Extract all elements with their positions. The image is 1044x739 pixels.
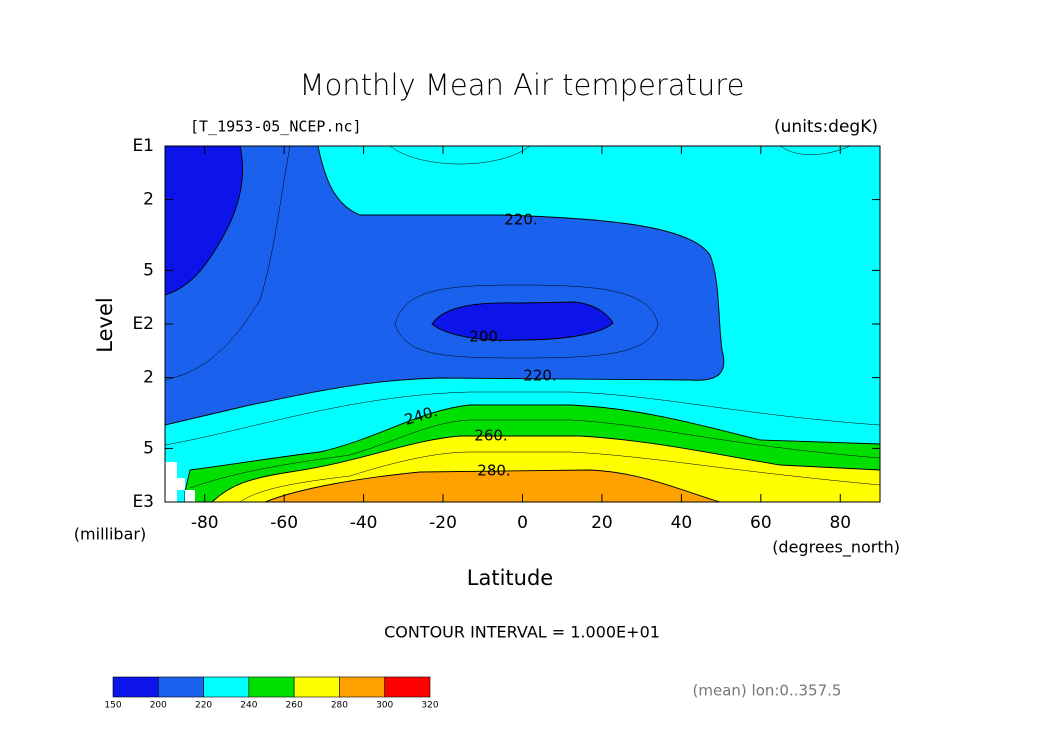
y-tick-label: 2 xyxy=(143,190,154,210)
x-tick-label: 20 xyxy=(591,513,613,533)
colorbar-bin xyxy=(293,676,340,698)
colorbar-label: 300 xyxy=(376,701,393,711)
contour-label: 280. xyxy=(477,462,510,480)
y-tick-label: E3 xyxy=(132,492,154,512)
x-tick-label: -20 xyxy=(429,513,457,533)
contour-line xyxy=(389,146,531,165)
colorbar-label: 150 xyxy=(104,701,121,711)
y-tick-label: E2 xyxy=(132,314,154,334)
contour-line xyxy=(165,391,880,446)
y-tick-label: 2 xyxy=(143,368,154,388)
colorbar-bin xyxy=(203,676,250,698)
colorbar-label: 200 xyxy=(150,701,167,711)
x-tick-label: -80 xyxy=(191,513,219,533)
contour-label: 220. xyxy=(523,367,556,385)
contour-band xyxy=(431,301,614,341)
contour-line xyxy=(239,451,880,502)
contour-band xyxy=(264,469,721,502)
chart-title: Monthly Mean Air temperature xyxy=(300,68,745,102)
colorbar-label: 240 xyxy=(240,701,257,711)
x-tick-label: 60 xyxy=(750,513,772,533)
contour-line xyxy=(394,284,659,359)
x-tick-label: 0 xyxy=(517,513,528,533)
y-axis-label: Level xyxy=(93,297,117,352)
colorbar-bin xyxy=(339,676,386,698)
x-tick-label: -60 xyxy=(270,513,298,533)
contour-label: 260. xyxy=(474,427,507,445)
units-label: (units:degK) xyxy=(774,117,878,137)
annotation: CONTOUR INTERVAL = 1.000E+01 xyxy=(384,623,660,642)
colorbar-bin xyxy=(248,676,295,698)
x-tick-label: 80 xyxy=(829,513,851,533)
missing-data xyxy=(185,490,195,502)
contour-line xyxy=(165,146,291,381)
colorbar-label: 280 xyxy=(331,701,348,711)
colorbar-label: 220 xyxy=(195,701,212,711)
x-tick-label: 40 xyxy=(671,513,693,533)
colorbar-label: 260 xyxy=(286,701,303,711)
y-units: (millibar) xyxy=(74,525,146,544)
subtitle: [T_1953-05_NCEP.nc] xyxy=(190,118,362,136)
y-tick-label: 5 xyxy=(143,438,154,458)
x-units: (degrees_north) xyxy=(772,538,900,558)
colorbar-bin xyxy=(112,676,159,698)
contour-band xyxy=(165,146,725,426)
missing-data xyxy=(165,462,177,502)
fill-layer xyxy=(165,146,880,502)
contour-label: 220. xyxy=(504,211,537,229)
y-tick-label: 5 xyxy=(143,260,154,280)
contour-label: 200. xyxy=(469,328,502,346)
colorbar-label: 320 xyxy=(421,701,438,711)
contour-line xyxy=(779,146,851,155)
contour-field xyxy=(164,145,881,503)
footer: (mean) lon:0..357.5 xyxy=(693,682,842,700)
x-axis-label: Latitude xyxy=(467,566,553,590)
colorbar-bin xyxy=(157,676,204,698)
x-tick-label: -40 xyxy=(350,513,378,533)
y-tick-label: E1 xyxy=(132,136,154,156)
contour-line xyxy=(189,419,880,489)
colorbar-bin xyxy=(384,676,431,698)
missing-data xyxy=(177,478,185,490)
contour-band xyxy=(165,146,244,296)
